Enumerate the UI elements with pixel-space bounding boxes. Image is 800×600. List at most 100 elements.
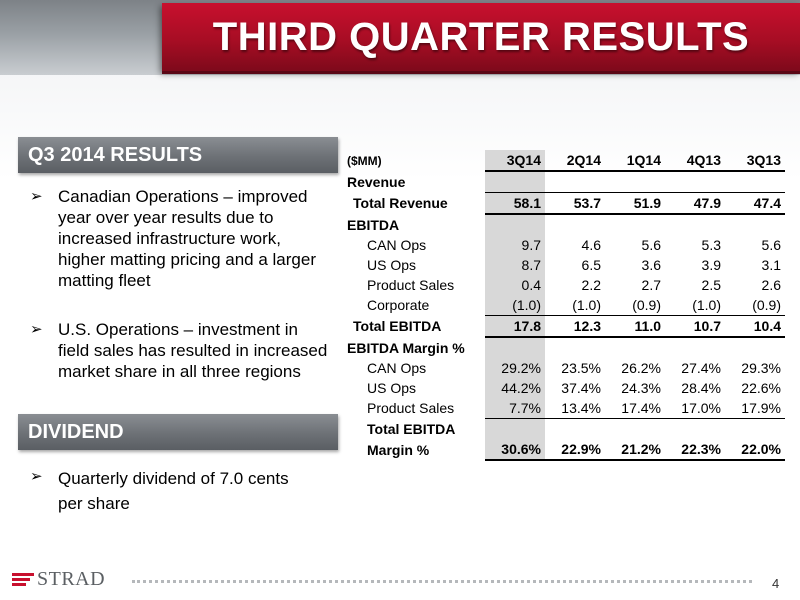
column-header: 3Q14 (485, 150, 545, 172)
row-group-label: EBITDA (347, 216, 400, 233)
row-group-label: EBITDA Margin % (347, 339, 465, 356)
row-label: Total EBITDA (353, 318, 442, 335)
table-header-row: ($MM) 3Q14 2Q14 1Q14 4Q13 3Q13 (345, 150, 785, 172)
table-row: CAN Ops 29.2% 23.5% 26.2% 27.4% 29.3% (345, 358, 785, 378)
table-cell: 2.6 (761, 277, 781, 293)
financial-table-wrapper: ($MM) 3Q14 2Q14 1Q14 4Q13 3Q13 Revenue T… (345, 150, 785, 461)
table-cell: 10.7 (665, 315, 725, 338)
table-cell: 3.6 (641, 257, 661, 273)
table-cell: 23.5% (561, 360, 601, 376)
row-label: US Ops (367, 257, 417, 273)
arrow-bullet-icon: ➢ (30, 468, 43, 485)
table-row: EBITDA (345, 214, 785, 235)
results-heading-text: Q3 2014 RESULTS (28, 143, 203, 166)
table-cell: 27.4% (681, 360, 721, 376)
table-row: US Ops 8.7 6.5 3.6 3.9 3.1 (345, 255, 785, 275)
unit-label: ($MM) (347, 153, 382, 168)
table-row: Total EBITDA 17.8 12.3 11.0 10.7 10.4 (345, 315, 785, 338)
table-row: EBITDA Margin % (345, 337, 785, 358)
results-bullet-text: U.S. Operations – investment in field sa… (58, 320, 328, 381)
logo-text: STRAD (37, 568, 106, 590)
table-cell: 12.3 (545, 315, 605, 338)
table-cell: 13.4% (561, 400, 601, 416)
table-cell: 7.7% (485, 398, 545, 419)
table-cell: 2.2 (581, 277, 601, 293)
table-cell: 30.6% (485, 439, 545, 461)
table-cell: 22.3% (665, 439, 725, 461)
logo-stripes-icon (12, 572, 36, 588)
page-number: 4 (772, 576, 780, 591)
table-cell: 21.2% (605, 439, 665, 461)
table-cell: (1.0) (485, 295, 545, 316)
table-cell: 9.7 (485, 235, 545, 255)
table-cell: 58.1 (485, 192, 545, 215)
table-cell: 51.9 (605, 192, 665, 215)
table-cell: 17.9% (741, 400, 781, 416)
table-cell: 53.7 (545, 192, 605, 215)
dividend-bullets: ➢ Quarterly dividend of 7.0 cents per sh… (30, 466, 315, 516)
table-cell: 4.6 (581, 237, 601, 253)
table-row: Product Sales 0.4 2.2 2.7 2.5 2.6 (345, 275, 785, 295)
table-row: Total EBITDA (345, 418, 785, 439)
dividend-bullet-text: Quarterly dividend of 7.0 cents per shar… (58, 469, 289, 513)
table-cell: 17.0% (681, 400, 721, 416)
table-row: Product Sales 7.7% 13.4% 17.4% 17.0% 17.… (345, 398, 785, 419)
results-bullet-1: ➢ Canadian Operations – improved year ov… (30, 186, 330, 291)
table-cell: 47.4 (725, 192, 785, 215)
table-cell: (0.9) (632, 297, 661, 313)
row-label: US Ops (367, 380, 417, 396)
arrow-bullet-icon: ➢ (30, 321, 43, 338)
table-row: Revenue (345, 171, 785, 193)
row-label: Total EBITDA (367, 420, 456, 437)
dividend-section-heading: DIVIDEND (18, 414, 338, 450)
table-cell: 22.9% (545, 439, 605, 461)
table-cell: 3.1 (761, 257, 781, 273)
row-label: CAN Ops (367, 360, 427, 376)
arrow-bullet-icon: ➢ (30, 188, 43, 205)
table-cell: 37.4% (561, 380, 601, 396)
row-group-label: Revenue (347, 173, 406, 190)
row-label: Product Sales (367, 400, 455, 417)
table-cell: 44.2% (485, 378, 545, 398)
row-label: Corporate (367, 297, 430, 314)
table-cell: 3.9 (701, 257, 721, 273)
row-label: Total Revenue (353, 195, 448, 212)
results-bullet-2: ➢ U.S. Operations – investment in field … (30, 319, 330, 382)
financial-table: ($MM) 3Q14 2Q14 1Q14 4Q13 3Q13 Revenue T… (345, 150, 785, 461)
table-cell: 24.3% (621, 380, 661, 396)
row-label: CAN Ops (367, 237, 427, 253)
strad-logo: STRAD (12, 568, 105, 591)
table-cell: 0.4 (485, 275, 545, 295)
table-row: Margin % 30.6% 22.9% 21.2% 22.3% 22.0% (345, 439, 785, 461)
table-cell: 5.3 (701, 237, 721, 253)
footer-divider (132, 580, 752, 583)
column-header: 2Q14 (545, 150, 605, 172)
table-row: Total Revenue 58.1 53.7 51.9 47.9 47.4 (345, 192, 785, 215)
table-cell: 22.6% (741, 380, 781, 396)
results-bullets: ➢ Canadian Operations – improved year ov… (30, 186, 330, 382)
table-row: CAN Ops 9.7 4.6 5.6 5.3 5.6 (345, 235, 785, 255)
table-cell: 2.5 (701, 277, 721, 293)
table-cell: (1.0) (572, 297, 601, 313)
table-row: Corporate (1.0) (1.0) (0.9) (1.0) (0.9) (345, 295, 785, 316)
column-header: 1Q14 (605, 150, 665, 172)
column-header: 4Q13 (665, 150, 725, 172)
column-header: 3Q13 (725, 150, 785, 172)
table-cell: 28.4% (681, 380, 721, 396)
table-cell: 10.4 (725, 315, 785, 338)
table-cell: 29.2% (485, 358, 545, 378)
table-cell: 2.7 (641, 277, 661, 293)
row-label: Product Sales (367, 277, 455, 293)
title-underline (162, 71, 800, 74)
table-cell: 22.0% (725, 439, 785, 461)
table-cell: 26.2% (621, 360, 661, 376)
table-cell: 17.8 (485, 315, 545, 338)
table-cell: 5.6 (761, 237, 781, 253)
results-section-heading: Q3 2014 RESULTS (18, 137, 338, 173)
title-banner: THIRD QUARTER RESULTS (162, 3, 800, 71)
results-bullet-text: Canadian Operations – improved year over… (58, 187, 316, 290)
dividend-heading-text: DIVIDEND (28, 420, 124, 443)
table-cell: 29.3% (741, 360, 781, 376)
table-cell: (1.0) (692, 297, 721, 313)
table-cell: (0.9) (752, 297, 781, 313)
